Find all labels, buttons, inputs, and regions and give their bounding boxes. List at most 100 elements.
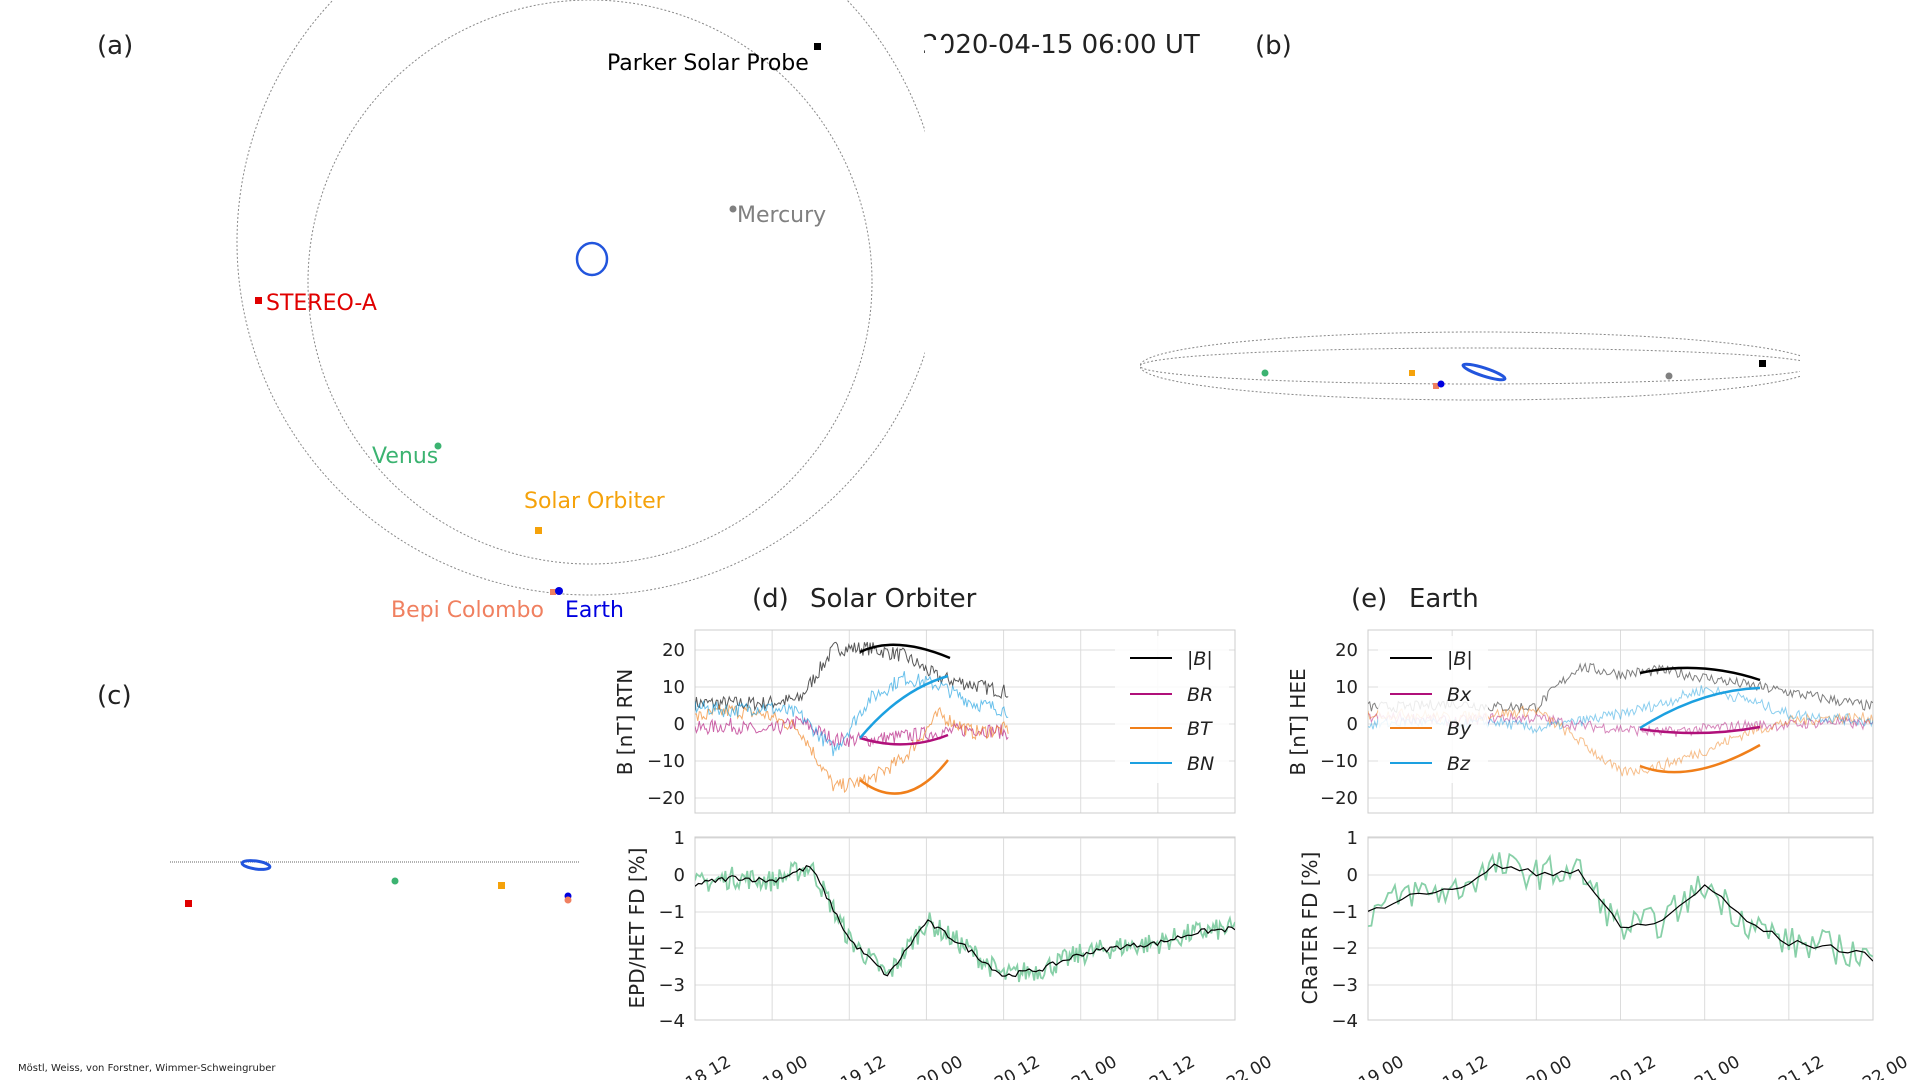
bepi-marker — [550, 589, 556, 595]
earth-marker-b — [1437, 380, 1445, 388]
legend-btot: |B| — [1187, 648, 1213, 670]
panel-e: (e) Earth 20 10 0 −10 −2 0 B [nT] HEE |B|… — [1286, 584, 1912, 1080]
ytick: −3 — [1331, 975, 1358, 996]
ytick: 10 — [662, 677, 685, 698]
cme-ring — [575, 241, 609, 277]
solo-marker-c — [498, 882, 505, 889]
bepi-label: Bepi Colombo — [391, 598, 544, 623]
bepi-marker-c — [564, 896, 572, 904]
ytick: −20 — [647, 788, 685, 809]
solo-label: Solar Orbiter — [524, 489, 666, 514]
ytick: 10 — [1335, 677, 1358, 698]
series-BN — [695, 671, 1009, 757]
xtick: 04-20 12 — [967, 1052, 1043, 1080]
venus-marker — [434, 442, 442, 450]
fit-bz — [1639, 686, 1761, 730]
xtick: 04-21 12 — [1122, 1052, 1198, 1080]
panel-d-fd-frame — [694, 836, 1236, 1021]
earth-label: Earth — [565, 598, 624, 623]
venus-label: Venus — [372, 444, 438, 469]
stereo-label: STEREO-A — [266, 291, 377, 316]
orbit-inner — [307, 0, 873, 565]
panel-e-fd-grid — [1367, 837, 1874, 1020]
mercury-label: Mercury — [737, 203, 826, 228]
fit-bx — [1639, 725, 1761, 735]
legend-bn: BN — [1187, 753, 1214, 775]
fd-raw — [1368, 852, 1873, 968]
ytick: −10 — [1320, 751, 1358, 772]
xtick: 04-19 00 — [735, 1052, 811, 1080]
ytick: 0 — [1347, 865, 1358, 886]
legend-bx: Bx — [1447, 684, 1472, 706]
stereo-marker — [255, 297, 262, 304]
panel-d-mag-ylabel: B [nT] RTN — [613, 669, 637, 776]
psp-marker — [814, 43, 821, 50]
venus-marker-b — [1261, 369, 1269, 377]
xtick: 04-22 00 — [1199, 1052, 1275, 1080]
panel-e-mag-ylabel: B [nT] HEE — [1286, 668, 1310, 775]
earth-marker — [555, 587, 563, 595]
xtick: 04-20 00 — [1499, 1052, 1575, 1080]
fd-smoothed — [695, 864, 1235, 978]
ytick: 20 — [1335, 640, 1358, 661]
legend-bz: Bz — [1447, 753, 1471, 775]
panel-a-tag: (a) — [97, 31, 133, 61]
panel-b-tag: (b) — [1255, 31, 1292, 61]
ytick: −10 — [647, 751, 685, 772]
stereo-marker-c — [185, 900, 192, 907]
ytick: 0 — [674, 714, 685, 735]
bepi-marker-b — [1433, 383, 1439, 389]
fit-btot — [1639, 666, 1761, 682]
panel-d-fd-grid — [694, 837, 1236, 1020]
panel-d-mag-yticks: 20 10 0 −10 −20 — [647, 640, 685, 809]
panel-e-fd-frame — [1367, 836, 1874, 1021]
psp-label: Parker Solar Probe — [607, 51, 809, 76]
legend-br: BR — [1187, 684, 1213, 706]
panel-a: (a) Parker Solar Probe Mercury STEREO-A … — [97, 0, 945, 623]
panel-e-tag: (e) — [1351, 584, 1387, 614]
xtick: 04-19 00 — [1331, 1052, 1407, 1080]
ytick: 20 — [662, 640, 685, 661]
panel-e-fd-series — [1368, 852, 1873, 968]
panel-d-legend: |B| BR BT BN — [1115, 636, 1229, 783]
fd-smoothed — [1368, 863, 1873, 962]
panel-e-xticks: 04-19 00 04-19 12 04-20 00 04-20 12 04-2… — [1331, 1052, 1911, 1080]
xtick: 04-20 00 — [890, 1052, 966, 1080]
xtick: 04-20 12 — [1583, 1052, 1659, 1080]
fit-btot — [859, 643, 951, 660]
panel-e-legend: |B| Bx By Bz — [1378, 636, 1488, 783]
xtick: 04-19 12 — [813, 1052, 889, 1080]
panel-e-title: Earth — [1409, 584, 1479, 614]
fit-bt — [859, 759, 949, 795]
panel-b: (b) — [1120, 31, 1830, 415]
xtick: 04-22 00 — [1835, 1052, 1911, 1080]
ytick: −4 — [1331, 1011, 1358, 1032]
xtick: 04-18 12 — [658, 1052, 734, 1080]
legend-btot: |B| — [1447, 648, 1473, 670]
xtick: 04-19 12 — [1415, 1052, 1491, 1080]
panel-e-fd-ylabel: CRaTER FD [%] — [1298, 852, 1322, 1005]
mercury-marker-b — [1665, 372, 1673, 380]
panel-d: (d) Solar Orbiter 20 10 0 −10 −20 B [nT]… — [613, 584, 1276, 1080]
xtick: 04-21 12 — [1751, 1052, 1827, 1080]
series-BR — [695, 715, 1009, 748]
panel-d-tag: (d) — [752, 584, 789, 614]
panel-d-mag-series — [695, 641, 1009, 795]
ytick: 0 — [1347, 714, 1358, 735]
legend-bt: BT — [1187, 718, 1213, 740]
panel-c-tag: (c) — [97, 681, 132, 711]
xtick: 04-21 00 — [1044, 1052, 1120, 1080]
ytick: −1 — [1331, 902, 1358, 923]
xtick: 04-21 00 — [1667, 1052, 1743, 1080]
psp-marker-b — [1759, 360, 1766, 367]
series-BT — [695, 703, 1009, 794]
series-|B| — [695, 641, 1009, 712]
panel-d-title: Solar Orbiter — [810, 584, 977, 614]
cme-side-c — [240, 859, 272, 871]
ytick: −2 — [1331, 938, 1358, 959]
legend-by: By — [1447, 718, 1472, 740]
fit-br — [859, 733, 949, 746]
cme-side-b — [1461, 362, 1507, 382]
fit-bn — [859, 674, 949, 739]
